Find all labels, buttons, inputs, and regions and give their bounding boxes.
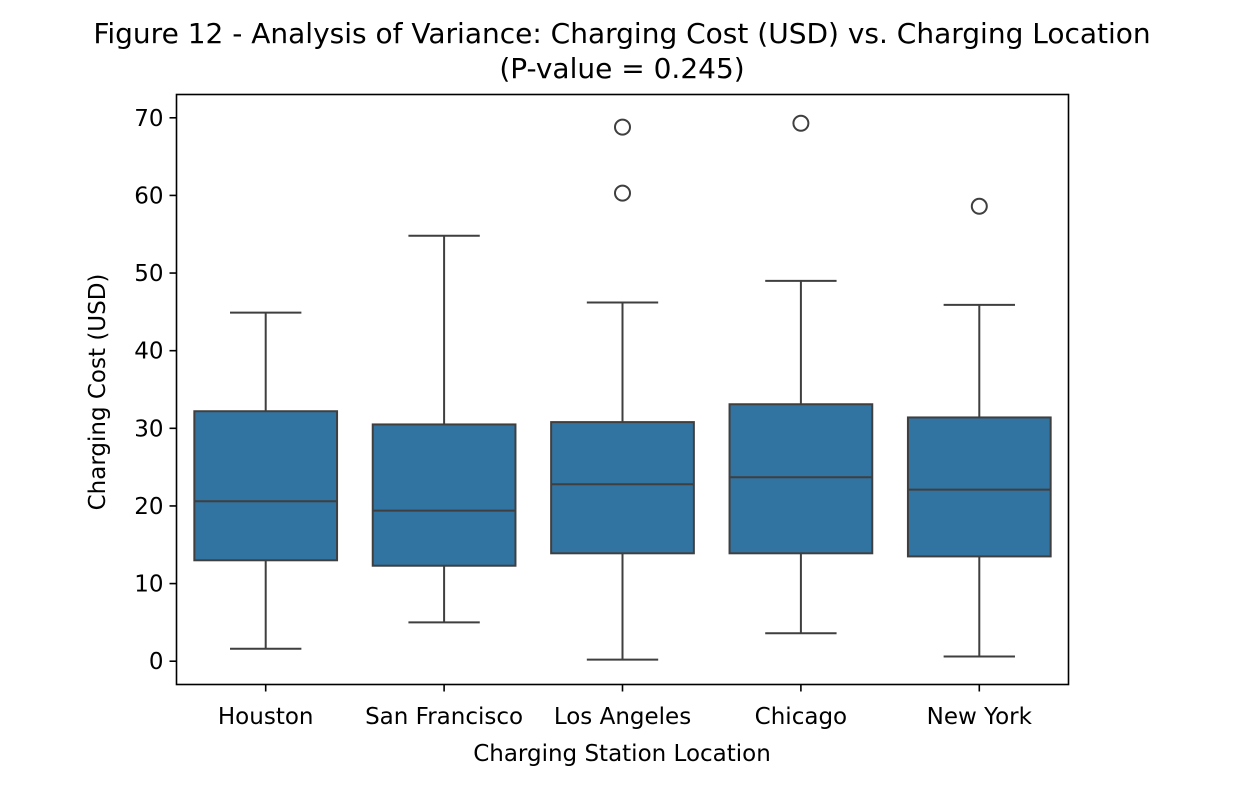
y-tick-label: 60: [134, 183, 163, 209]
x-axis-label: Charging Station Location: [473, 741, 771, 767]
outlier-point: [792, 114, 810, 132]
plot-area: [193, 114, 1052, 661]
x-tick-label: Los Angeles: [554, 704, 691, 730]
y-tick-label: 20: [134, 494, 163, 520]
box-group: [371, 234, 517, 624]
y-tick-label: 70: [134, 106, 163, 132]
y-tick-label: 0: [149, 649, 164, 675]
y-axis-label: Charging Cost (USD): [85, 274, 111, 511]
box-group: [550, 118, 695, 661]
iqr-box: [371, 423, 517, 567]
box-group: [193, 311, 339, 650]
y-tick-label: 40: [134, 339, 163, 365]
x-tick-label: Chicago: [755, 704, 847, 730]
x-tick-label: New York: [927, 704, 1033, 730]
y-tick-label: 50: [134, 261, 163, 287]
box-group: [906, 197, 1052, 658]
outlier-point: [614, 118, 631, 136]
y-tick-label: 10: [134, 572, 163, 598]
chart-title: Figure 12 - Analysis of Variance: Chargi…: [93, 17, 1150, 50]
box-group: [728, 114, 874, 635]
iqr-box: [728, 403, 874, 555]
chart-subtitle: (P-value = 0.245): [499, 52, 744, 85]
outlier-point: [970, 197, 988, 215]
iqr-box: [193, 410, 339, 562]
y-tick-label: 30: [134, 416, 163, 442]
iqr-box: [550, 421, 695, 555]
x-tick-label: Houston: [218, 704, 314, 730]
iqr-box: [906, 416, 1052, 558]
outlier-point: [614, 184, 631, 202]
x-tick-label: San Francisco: [365, 704, 523, 730]
